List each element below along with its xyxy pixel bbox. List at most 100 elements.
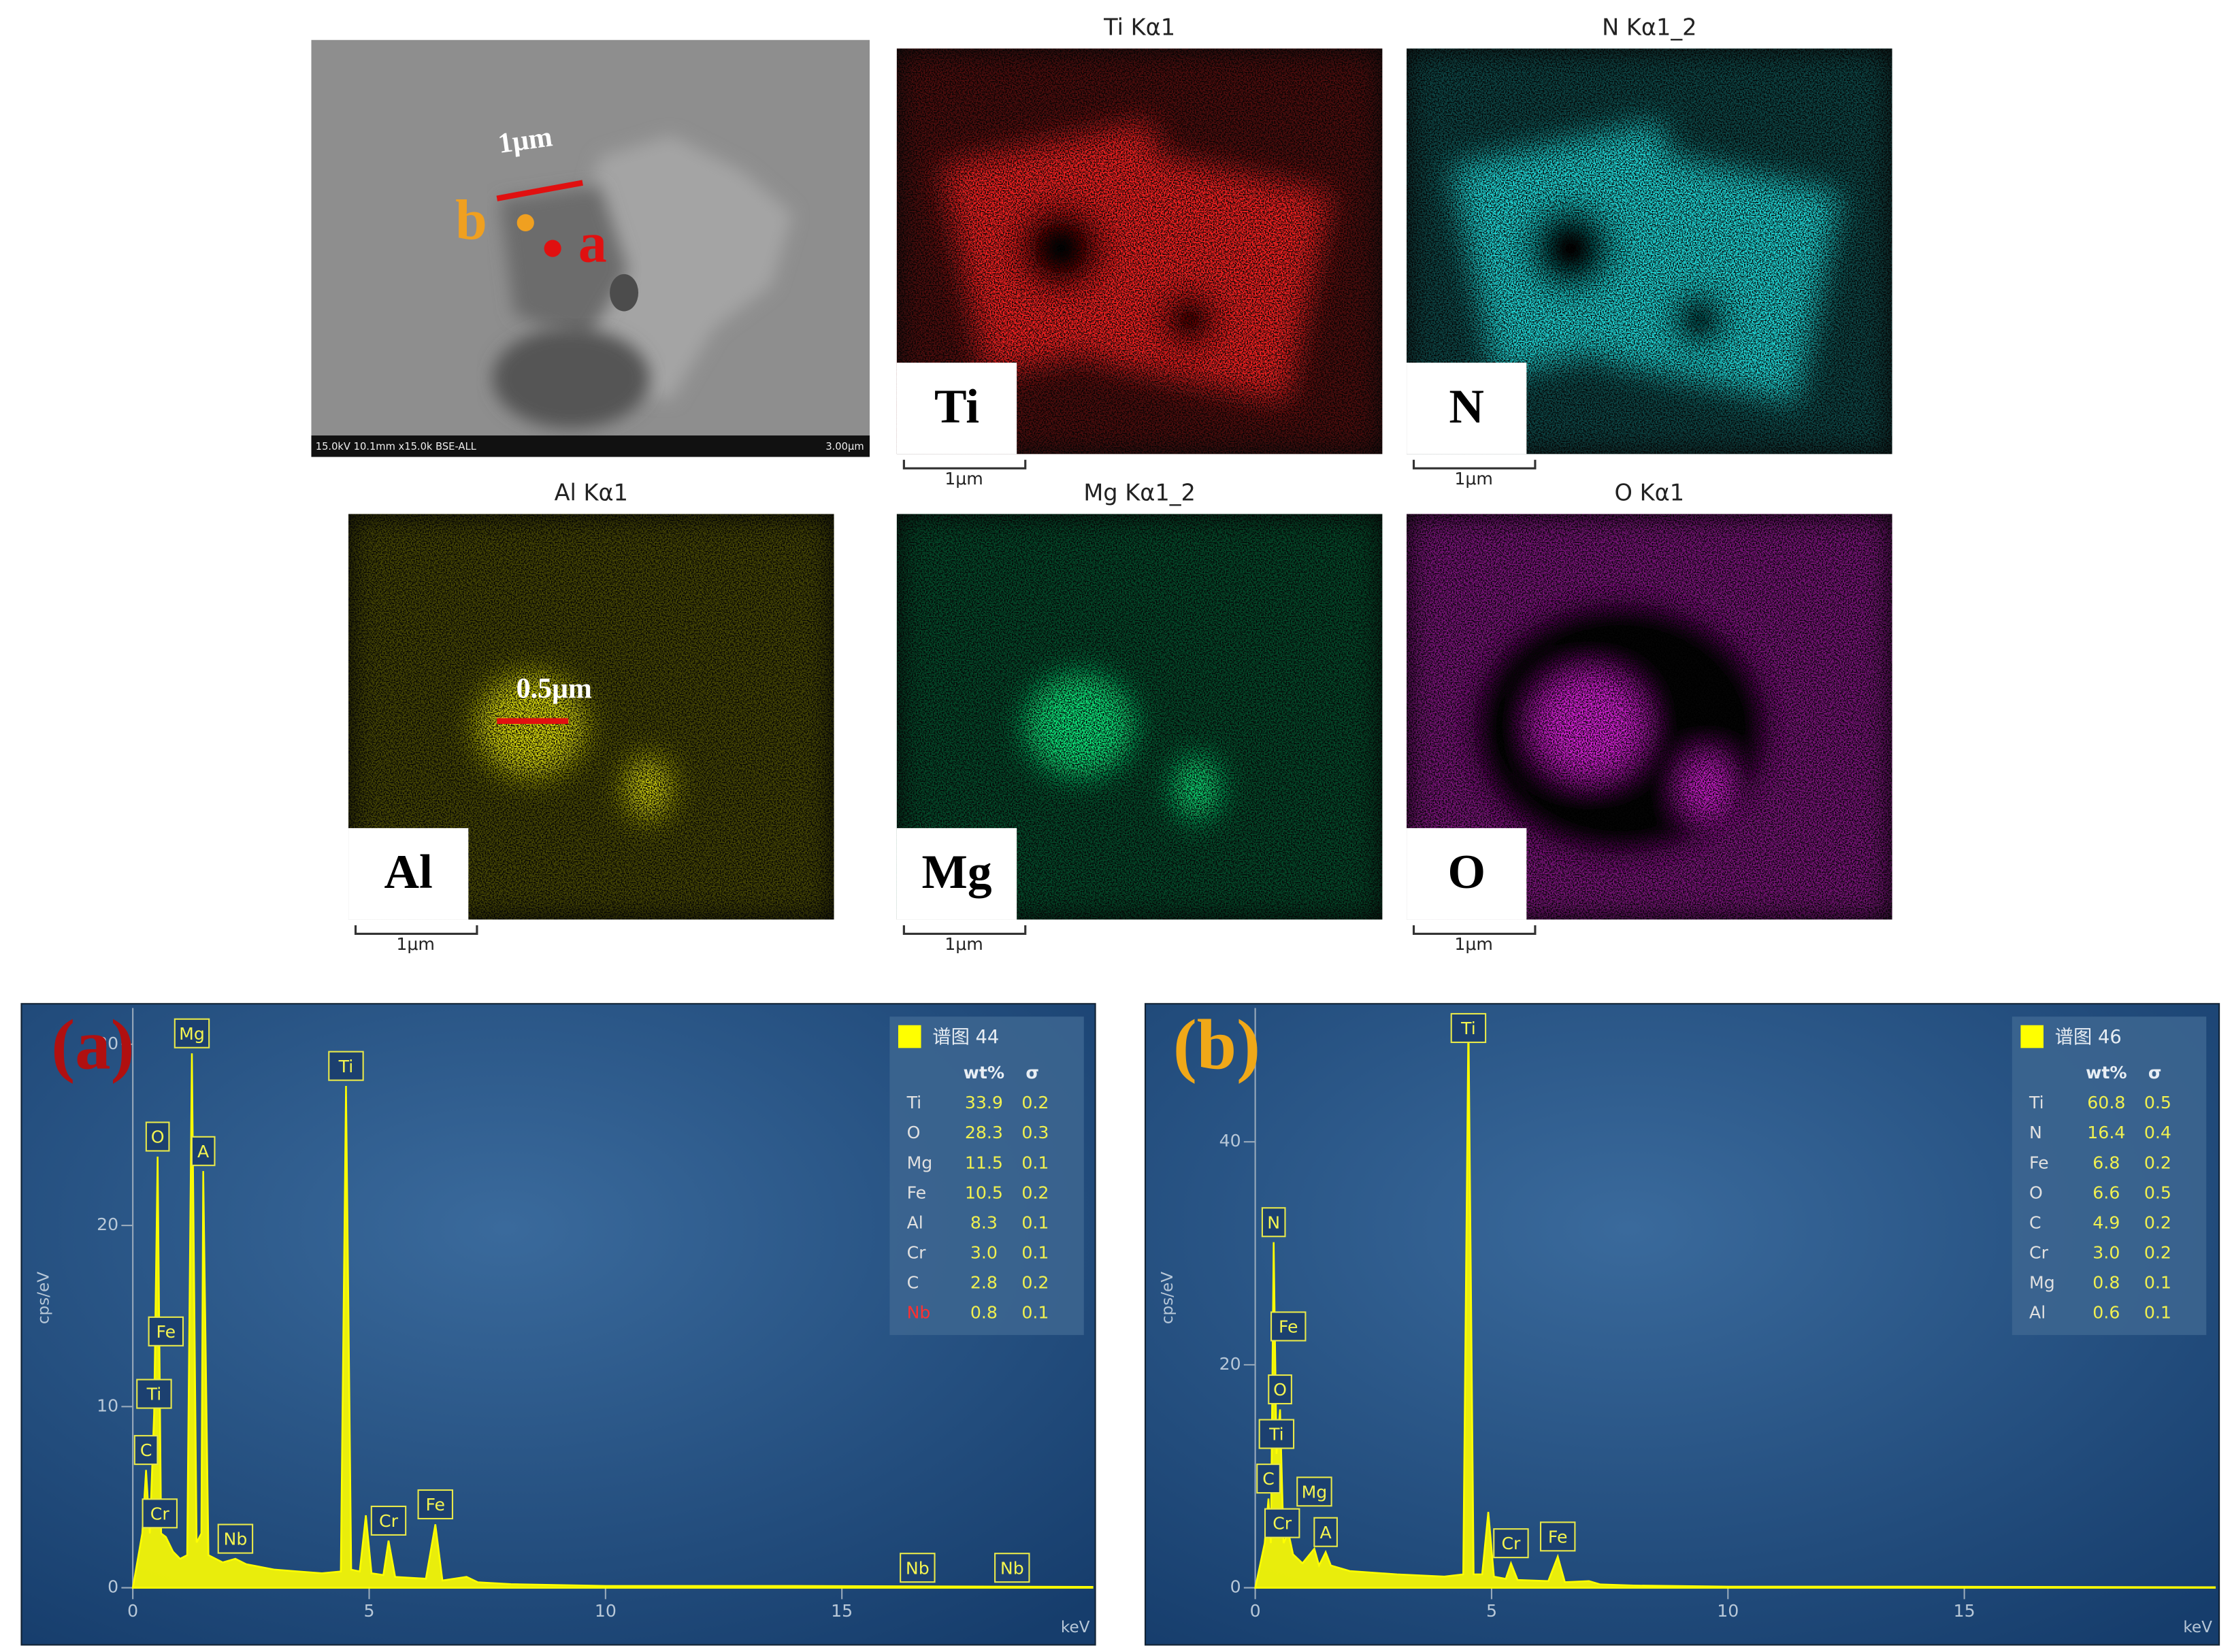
y-axis-label: cps/eV <box>1159 1272 1177 1324</box>
element-box <box>896 363 1017 455</box>
y-tick-label: 20 <box>1219 1354 1241 1374</box>
element-label: O <box>1447 845 1485 899</box>
sigma-cell: 0.2 <box>1021 1273 1049 1293</box>
peak-label-box <box>328 1051 364 1081</box>
sigma-cell: 0.1 <box>2144 1303 2171 1323</box>
peak-label: A <box>1319 1523 1332 1542</box>
peak-label-box <box>1268 1374 1292 1405</box>
sigma-cell: 0.1 <box>1021 1153 1049 1172</box>
spectrum-panel: 0 5 10 15 0 10 20 30 keV cps/eV C Ti O Cr Fe Mg A Nb Ti Cr F… <box>20 1003 1096 1646</box>
y-tick-label: 20 <box>97 1215 118 1234</box>
peak-label: Ti <box>1460 1019 1476 1038</box>
legend-swatch <box>2020 1025 2044 1048</box>
peak-label-box <box>142 1498 178 1529</box>
element-cell: Ti <box>2029 1093 2044 1112</box>
map-blob <box>625 757 672 820</box>
peak-label: O <box>1273 1380 1287 1400</box>
sem-info-bar <box>311 435 870 457</box>
element-cell: O <box>907 1123 921 1142</box>
peak-label: Fe <box>1279 1317 1298 1337</box>
scale-label: 1μm <box>945 469 983 489</box>
peak-label-box <box>1493 1528 1529 1559</box>
sem-point-label: a <box>578 211 607 274</box>
map-hole <box>1528 205 1614 292</box>
element-cell: Mg <box>2029 1273 2055 1293</box>
peak-label: Cr <box>150 1504 170 1523</box>
map-blob <box>476 674 586 777</box>
legend-box <box>2012 1017 2207 1336</box>
wt-cell: 0.6 <box>2092 1303 2120 1323</box>
map-hole <box>1161 291 1219 349</box>
table-header: wt% <box>2086 1063 2127 1083</box>
map-grain <box>1601 151 1841 403</box>
peak-label-box <box>133 1435 159 1466</box>
wt-cell: 3.0 <box>2092 1243 2120 1263</box>
sem-scale-line <box>496 180 583 201</box>
map-blob <box>1534 674 1644 777</box>
peak-label: C <box>1262 1469 1275 1489</box>
x-tick-label: 5 <box>1486 1601 1497 1621</box>
peak-label-box <box>900 1553 936 1583</box>
sem-point-label: b <box>455 188 487 252</box>
element-cell: N <box>2029 1123 2042 1142</box>
wt-cell: 3.0 <box>970 1243 998 1263</box>
peak-label-box <box>370 1505 407 1536</box>
legend-name: 谱图 44 <box>932 1027 999 1048</box>
x-tick-label: 0 <box>127 1601 138 1621</box>
peak-label: Cr <box>1501 1534 1521 1553</box>
peak-label: A <box>197 1142 210 1161</box>
scale-bar <box>1412 459 1537 469</box>
sigma-cell: 0.3 <box>1021 1123 1049 1142</box>
peak-label: Ti <box>1268 1425 1284 1444</box>
element-cell: Cr <box>2029 1243 2049 1263</box>
peak-label: Nb <box>906 1558 930 1578</box>
scale-bar <box>1412 925 1537 936</box>
y-tick-label: 30 <box>97 1034 118 1053</box>
sem-point <box>516 214 534 231</box>
sigma-cell: 0.1 <box>1021 1212 1049 1232</box>
peak-label-box <box>1270 1311 1307 1342</box>
peak-label-box <box>1539 1521 1576 1552</box>
scale-label: 1μm <box>945 934 983 954</box>
map-title: N Kα1_2 <box>1602 14 1696 40</box>
sigma-cell: 0.1 <box>2144 1273 2171 1293</box>
wt-cell: 0.8 <box>2092 1273 2120 1293</box>
map-blob <box>1173 757 1220 820</box>
peak-label-box <box>1313 1517 1338 1547</box>
element-map: Mg Kα1_2 Mg 1μm <box>896 480 1383 954</box>
element-box <box>348 828 469 920</box>
sem-shadow <box>492 328 650 429</box>
peak-label-box <box>217 1523 254 1554</box>
y-axis-label: cps/eV <box>35 1272 53 1324</box>
x-axis-label: keV <box>1061 1619 1090 1636</box>
element-box <box>1407 828 1527 920</box>
element-map: Ti Kα1 Ti 1μm <box>896 14 1383 489</box>
peak-label-box <box>136 1378 172 1409</box>
element-cell: C <box>907 1273 919 1293</box>
map-blob <box>1684 757 1730 820</box>
map-hole <box>1671 291 1728 349</box>
peak-label: Cr <box>379 1511 399 1531</box>
element-cell: Al <box>907 1212 923 1232</box>
peak-label-box <box>148 1316 184 1347</box>
map-grain <box>1091 151 1331 403</box>
scale-bar <box>354 925 478 936</box>
peak-label: Cr <box>1273 1514 1292 1534</box>
element-box <box>896 828 1017 920</box>
element-cell: O <box>2029 1183 2043 1202</box>
element-cell: Fe <box>2029 1153 2049 1172</box>
sigma-cell: 0.4 <box>2144 1123 2171 1142</box>
peak-label-box <box>1261 1207 1286 1238</box>
map-title: Al Kα1 <box>555 480 628 506</box>
sigma-cell: 0.5 <box>2144 1183 2171 1202</box>
x-tick-label: 10 <box>1717 1601 1739 1621</box>
sigma-cell: 0.1 <box>1021 1303 1049 1323</box>
y-tick-label: 40 <box>1219 1131 1241 1151</box>
wt-cell: 6.6 <box>2092 1183 2120 1202</box>
map-blob <box>1025 674 1134 777</box>
peak-label-box <box>1258 1419 1295 1449</box>
x-tick-label: 0 <box>1250 1601 1261 1621</box>
sem-particle <box>557 135 793 400</box>
wt-cell: 11.5 <box>965 1153 1003 1172</box>
